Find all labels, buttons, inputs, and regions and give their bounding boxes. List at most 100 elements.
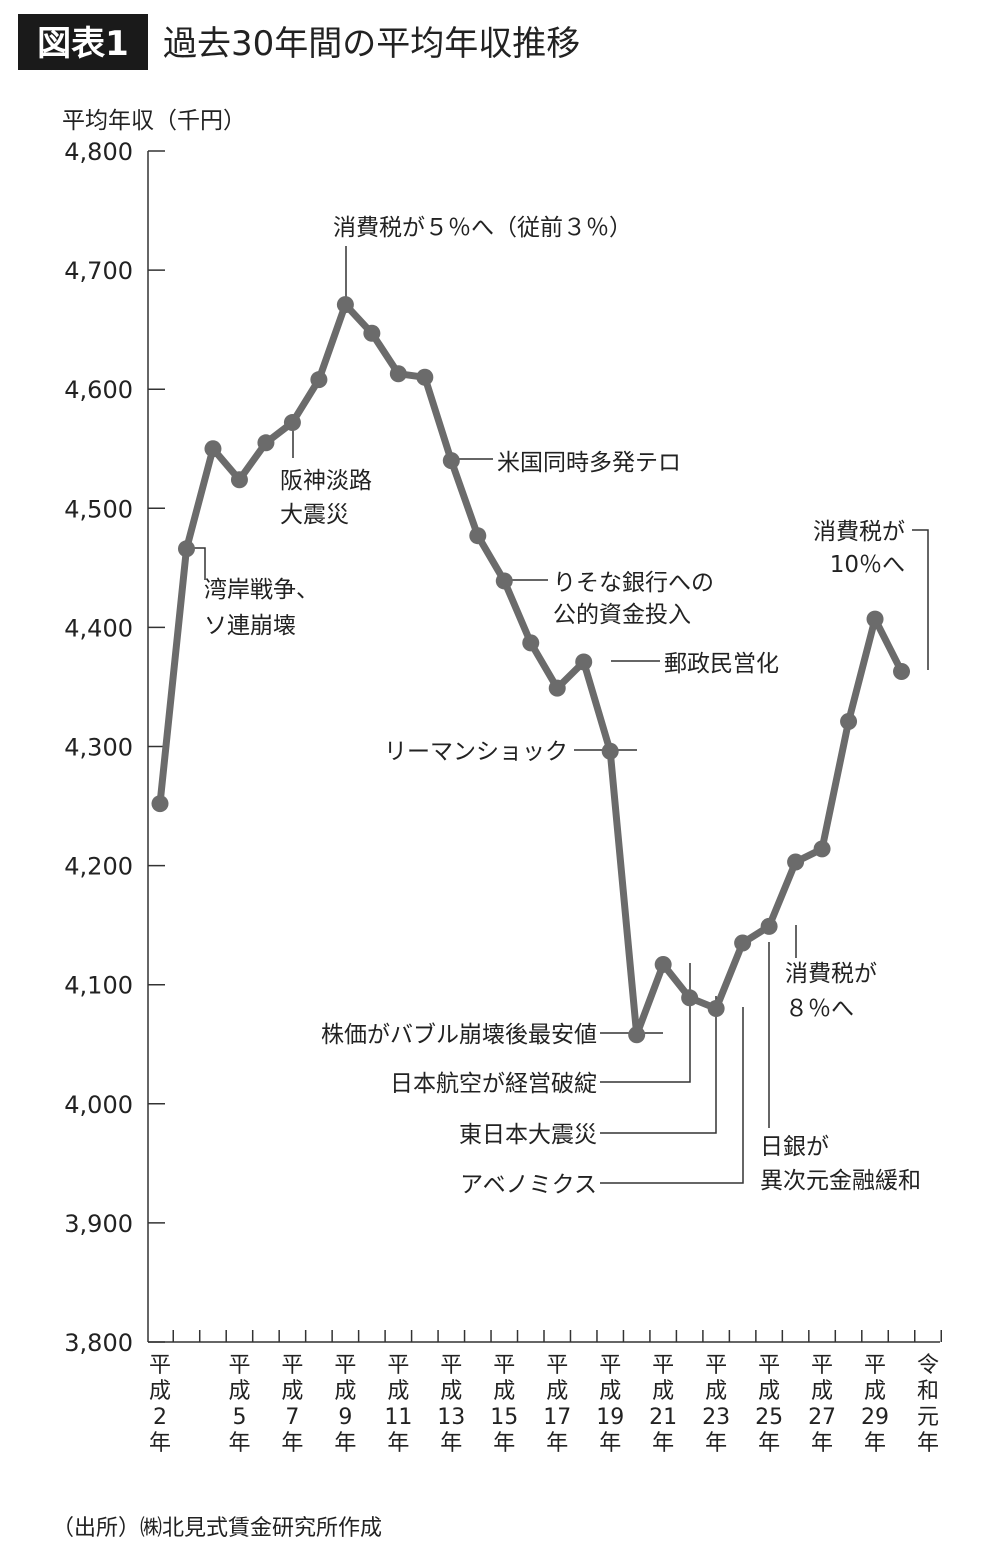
x-tick-label-char: 平	[705, 1353, 727, 1378]
leader-quake	[600, 996, 717, 1134]
x-tick-label-char: 成	[811, 1379, 833, 1404]
x-tick-label-char: 7	[285, 1405, 299, 1430]
x-tick-label-char: 成	[599, 1379, 621, 1404]
x-tick-label-char: 29	[861, 1405, 889, 1430]
y-axis-label: 平均年収（千円）	[62, 108, 246, 134]
x-tick-label-char: 成	[864, 1379, 886, 1404]
annotation-gulf-2: ソ連崩壊	[204, 613, 296, 639]
annotation-lehman: リーマンショック	[384, 739, 568, 765]
data-point	[707, 1000, 725, 1018]
x-tick-label-char: 23	[702, 1405, 730, 1430]
x-tick-label-char: 年	[334, 1431, 356, 1456]
data-point	[893, 662, 911, 680]
series	[151, 296, 911, 1044]
data-point	[575, 653, 593, 671]
annotation-leaders	[186, 246, 929, 1184]
data-point	[866, 610, 884, 628]
data-point	[151, 795, 169, 813]
x-tick-label-char: 年	[387, 1431, 409, 1456]
x-tick-label-char: 平	[652, 1353, 674, 1378]
x-tick-label-char: 成	[758, 1379, 780, 1404]
x-tick-label-char: 5	[232, 1405, 246, 1430]
data-point	[681, 989, 699, 1007]
x-tick-label-char: 成	[228, 1379, 250, 1404]
x-tick-label-char: 成	[652, 1379, 674, 1404]
x-tick-label-char: 年	[440, 1431, 462, 1456]
data-point	[230, 471, 248, 489]
annotation-resona-2: 公的資金投入	[553, 602, 691, 628]
x-tick-label-char: 11	[384, 1405, 412, 1430]
annotation-terror: 米国同時多発テロ	[497, 450, 681, 476]
y-tick-label: 3,800	[64, 1329, 133, 1357]
x-tick-label-char: 平	[599, 1353, 621, 1378]
data-point	[336, 296, 354, 314]
x-tick-label-char: 成	[281, 1379, 303, 1404]
x-tick-label-char: 年	[758, 1431, 780, 1456]
x-tick-label-char: 成	[705, 1379, 727, 1404]
axes: 3,800 3,900 4,000 4,100 4,200 4,300 4,400 4,500…	[64, 138, 942, 1456]
data-point	[522, 634, 540, 652]
y-tick-label: 4,200	[64, 853, 133, 881]
annotation-stock: 株価がバブル崩壊後最安値	[321, 1022, 597, 1048]
x-tick-label-char: 年	[546, 1431, 568, 1456]
annotation-tax10-2: 10％へ	[830, 552, 905, 578]
annotation-hanshin-2: 大震災	[280, 502, 349, 528]
annotation-abe: アベノミクス	[460, 1172, 597, 1198]
annotation-boj-2: 異次元金融緩和	[760, 1168, 921, 1194]
x-tick-label-char: 和	[917, 1379, 939, 1404]
x-tick-label-char: 2	[153, 1405, 167, 1430]
series-line	[156, 301, 905, 1039]
source-note: （出所）㈱北見式賃金研究所作成	[52, 1516, 382, 1541]
data-point	[654, 955, 672, 973]
x-tick-label-char: 平	[387, 1353, 409, 1378]
x-tick-label-char: 年	[811, 1431, 833, 1456]
annotation-tax10-1: 消費税が	[813, 519, 905, 545]
data-point	[787, 853, 805, 871]
x-tick-label-char: 平	[149, 1353, 171, 1378]
leader-tax10	[912, 529, 929, 670]
chart-title: 過去30年間の平均年収推移	[163, 24, 580, 64]
x-tick-label-char: 21	[649, 1405, 677, 1430]
y-tick-label: 4,000	[64, 1091, 133, 1119]
y-tick-label: 4,300	[64, 734, 133, 762]
annotation-tax8-2: ８％へ	[785, 996, 854, 1022]
y-tick-label: 4,400	[64, 614, 133, 642]
data-point	[389, 365, 407, 383]
figure-badge-bg	[18, 14, 148, 70]
x-tick-label-char: 平	[493, 1353, 515, 1378]
x-tick-label-char: 25	[755, 1405, 783, 1430]
x-tick-label-char: 平	[546, 1353, 568, 1378]
x-tick-label-char: 成	[387, 1379, 409, 1404]
data-point	[257, 434, 275, 452]
data-point	[204, 440, 222, 458]
x-tick-label-char: 成	[149, 1379, 171, 1404]
data-point	[363, 324, 381, 342]
x-tick-label-char: 平	[228, 1353, 250, 1378]
x-tick-label-char: 成	[493, 1379, 515, 1404]
data-point	[734, 934, 752, 952]
y-tick-label: 4,600	[64, 376, 133, 404]
x-tick-label-char: 元	[917, 1405, 939, 1430]
data-point	[628, 1026, 646, 1044]
data-point	[177, 540, 195, 558]
y-tick-label: 4,700	[64, 257, 133, 285]
data-point	[283, 414, 301, 432]
annotations: 湾岸戦争、 ソ連崩壊 阪神淡路 大震災 消費税が５％へ（従前３％） 米国同時多発…	[204, 215, 921, 1198]
annotation-gulf-1: 湾岸戦争、	[204, 577, 319, 603]
x-tick-label-char: 成	[440, 1379, 462, 1404]
x-tick-label-char: 平	[864, 1353, 886, 1378]
y-tick-label: 4,800	[64, 138, 133, 166]
x-tick-label-char: 平	[334, 1353, 356, 1378]
y-tick-label: 4,100	[64, 972, 133, 1000]
x-tick-label-char: 平	[811, 1353, 833, 1378]
